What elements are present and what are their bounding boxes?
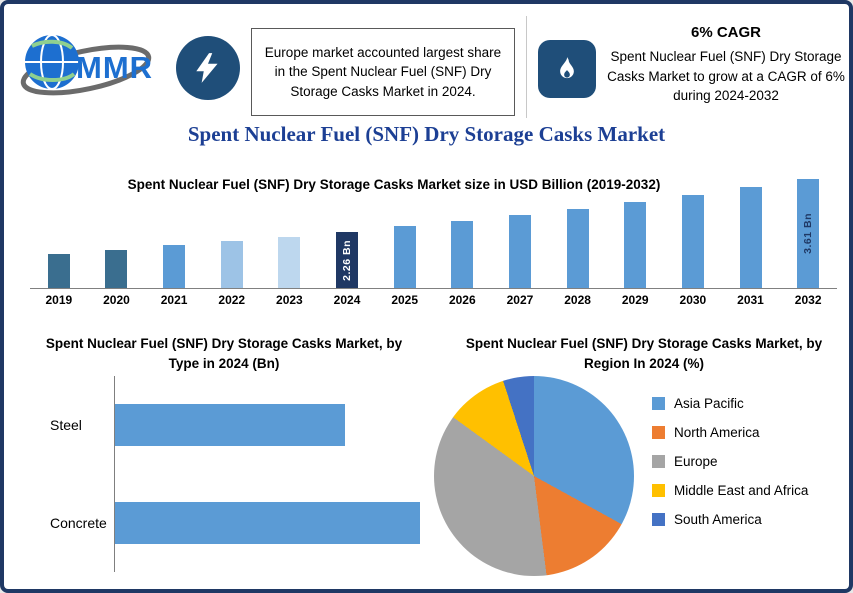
- lightning-icon: [176, 36, 240, 100]
- year-label-2028: 2028: [564, 293, 591, 307]
- legend-item-north-america: North America: [652, 425, 808, 440]
- cagr-callout: 6% CAGR Spent Nuclear Fuel (SNF) Dry Sto…: [602, 24, 849, 106]
- cagr-text: Spent Nuclear Fuel (SNF) Dry Storage Cas…: [607, 49, 845, 104]
- bar-column-2031: 2031: [722, 172, 780, 312]
- year-label-2029: 2029: [621, 293, 649, 307]
- region-chart-title: Spent Nuclear Fuel (SNF) Dry Storage Cas…: [465, 336, 823, 372]
- legend-swatch: [652, 484, 665, 497]
- region-pie-chart: [434, 376, 634, 576]
- year-label-2019: 2019: [45, 293, 73, 307]
- x-axis-line: [30, 288, 837, 289]
- header-divider: [526, 16, 527, 118]
- mmr-logo: MMR: [14, 22, 179, 112]
- market-size-bar-chart: 2019 2020 2021 2022 2023 2.26 Bn 2024 2025 2026 2…: [30, 172, 837, 312]
- year-label-2022: 2022: [218, 293, 246, 307]
- bar-column-2027: 2027: [491, 172, 549, 312]
- region-legend: Asia Pacific North America Europe Middle Ea…: [652, 396, 808, 527]
- bar-2028: [566, 209, 589, 288]
- type-label-steel: Steel: [50, 417, 82, 433]
- year-label-2023: 2023: [276, 293, 303, 307]
- flame-icon: [538, 40, 596, 98]
- bar-column-2026: 2026: [433, 172, 491, 312]
- bar-2031: [739, 187, 762, 288]
- bar-column-2032: 3.61 Bn 2032: [779, 172, 837, 312]
- year-label-2025: 2025: [391, 293, 419, 307]
- bar-2024: 2.26 Bn: [336, 232, 359, 288]
- year-label-2030: 2030: [679, 293, 707, 307]
- europe-share-callout: Europe market accounted largest share in…: [251, 28, 515, 116]
- legend-item-asia-pacific: Asia Pacific: [652, 396, 808, 411]
- mmr-logo-text: MMR: [76, 50, 154, 85]
- bar-2029: [624, 202, 647, 288]
- bar-column-2025: 2025: [376, 172, 434, 312]
- legend-swatch: [652, 513, 665, 526]
- bar-2032: 3.61 Bn: [797, 179, 820, 288]
- bar-column-2023: 2023: [261, 172, 319, 312]
- legend-swatch: [652, 397, 665, 410]
- bar-data-label: 3.61 Bn: [802, 213, 815, 254]
- mmr-logo-graphic: [20, 34, 152, 96]
- type-bar-steel: [115, 404, 345, 446]
- type-bar-concrete: [115, 502, 420, 544]
- bar-column-2030: 2030: [664, 172, 722, 312]
- year-label-2024: 2024: [333, 293, 361, 307]
- bar-2021: [163, 245, 186, 288]
- legend-item-middle-east-and-africa: Middle East and Africa: [652, 483, 808, 498]
- legend-label: South America: [674, 512, 762, 527]
- type-row-concrete: Concrete: [24, 474, 424, 572]
- type-label-concrete: Concrete: [50, 515, 107, 531]
- flame-glyph: [560, 57, 574, 79]
- legend-label: Middle East and Africa: [674, 483, 809, 498]
- page-title: Spent Nuclear Fuel (SNF) Dry Storage Cas…: [187, 122, 666, 146]
- legend-label: North America: [674, 425, 760, 440]
- legend-item-south-america: South America: [652, 512, 808, 527]
- bar-2019: [47, 254, 70, 288]
- type-chart-title: Spent Nuclear Fuel (SNF) Dry Storage Cas…: [45, 336, 403, 372]
- year-label-2020: 2020: [103, 293, 130, 307]
- bar-column-2022: 2022: [203, 172, 261, 312]
- bar-column-2019: 2019: [30, 172, 88, 312]
- type-bar-chart: Steel Concrete: [24, 376, 424, 572]
- bar-2027: [508, 215, 531, 288]
- bar-2025: [393, 226, 416, 288]
- lightning-glyph: [196, 53, 218, 83]
- bar-2022: [220, 241, 243, 288]
- year-label-2021: 2021: [160, 293, 188, 307]
- bar-2020: [105, 250, 128, 288]
- bar-column-2020: 2020: [88, 172, 146, 312]
- legend-label: Asia Pacific: [674, 396, 744, 411]
- year-label-2031: 2031: [737, 293, 764, 307]
- legend-item-europe: Europe: [652, 454, 808, 469]
- type-row-steel: Steel: [24, 376, 424, 474]
- bar-data-label: 2.26 Bn: [341, 239, 354, 281]
- cagr-value: 6% CAGR: [690, 24, 761, 41]
- year-label-2032: 2032: [794, 293, 822, 307]
- year-label-2026: 2026: [448, 293, 476, 307]
- market-size-chart-title: Spent Nuclear Fuel (SNF) Dry Storage Cas…: [127, 177, 661, 192]
- bar-column-2024: 2.26 Bn 2024: [318, 172, 376, 312]
- legend-swatch: [652, 455, 665, 468]
- bar-column-2028: 2028: [549, 172, 607, 312]
- legend-label: Europe: [674, 454, 718, 469]
- bar-column-2021: 2021: [145, 172, 203, 312]
- legend-swatch: [652, 426, 665, 439]
- year-label-2027: 2027: [506, 293, 534, 307]
- bar-2023: [278, 237, 301, 288]
- bar-2030: [681, 195, 704, 288]
- bar-column-2029: 2029: [606, 172, 664, 312]
- bar-2026: [451, 221, 474, 288]
